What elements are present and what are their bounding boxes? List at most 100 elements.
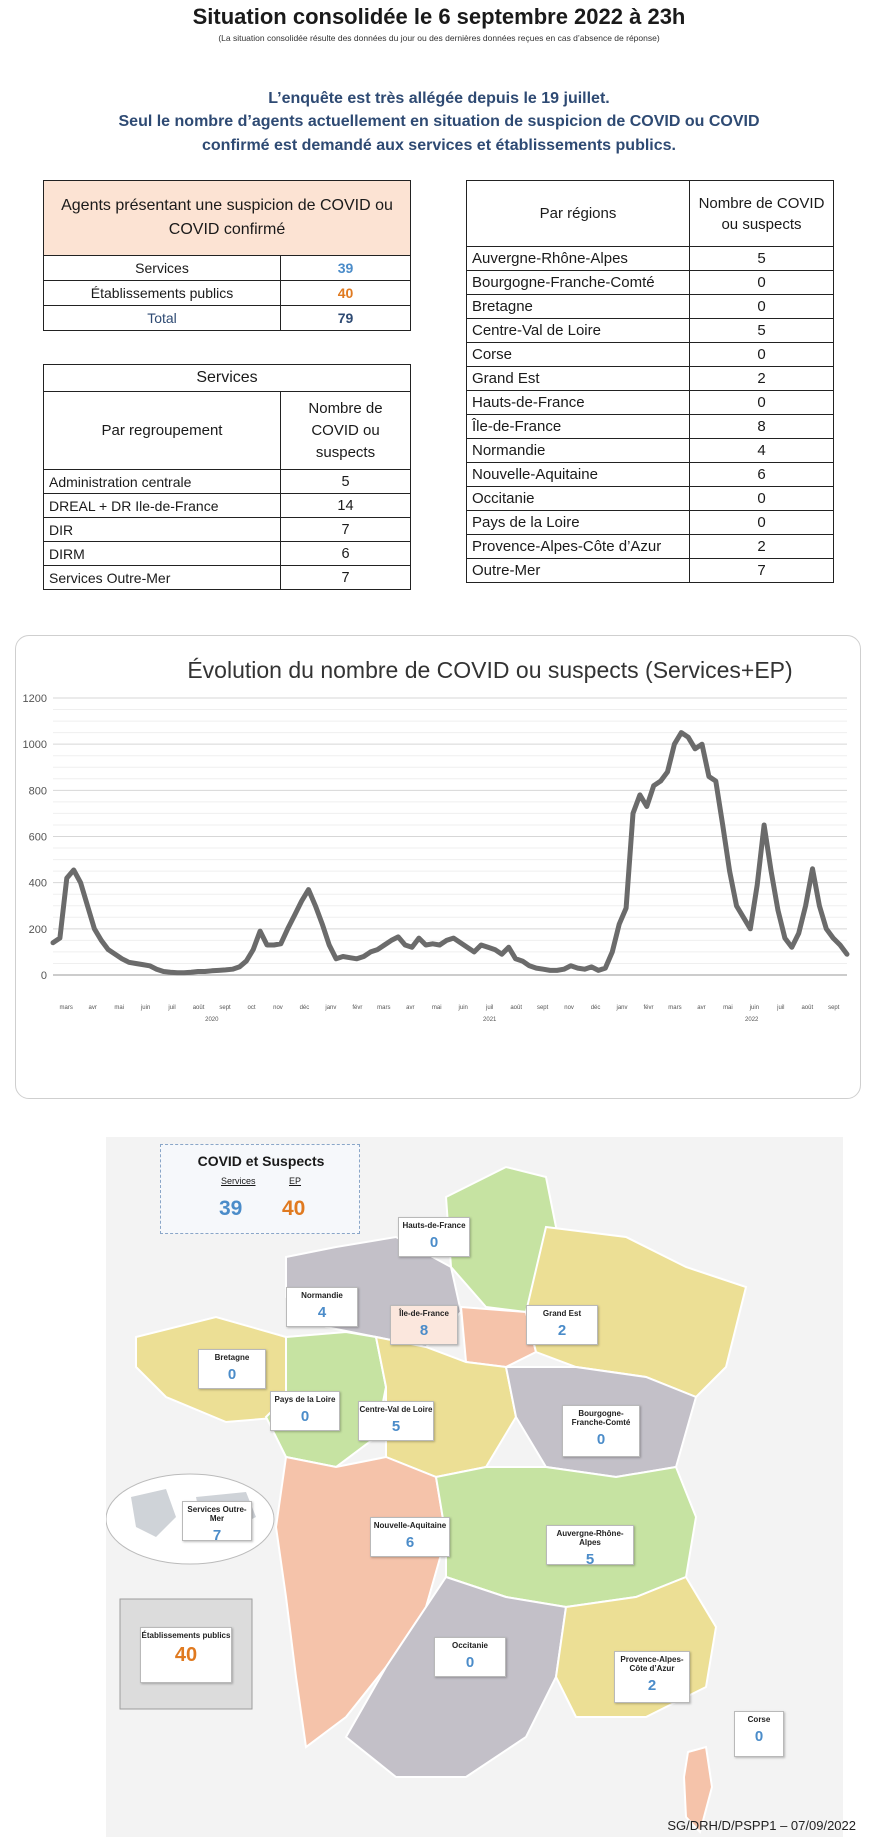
y-tick-label: 1200 [23, 693, 47, 705]
region-row-label: Hauts-de-France [466, 390, 690, 415]
services-row-label: DIR [43, 517, 281, 542]
services-row-label: DREAL + DR Ile-de-France [43, 493, 281, 518]
region-row: Occitanie 0 [466, 486, 834, 511]
map-label-value: 0 [754, 1728, 764, 1745]
x-month-label: avr [697, 1005, 705, 1011]
map-label-auvergne-rhone-alpes: Auvergne-Rhône-Alpes 5 [546, 1525, 634, 1568]
x-month-label: juin [140, 1005, 150, 1011]
region-row-label: Nouvelle-Aquitaine [466, 462, 690, 487]
map-label-value: 5 [391, 1418, 401, 1435]
map-label-name: Auvergne-Rhône-Alpes [556, 1529, 624, 1547]
x-month-label: nov [564, 1005, 574, 1011]
services-col-header-group: Par regroupement [43, 391, 281, 470]
series-line [50, 730, 850, 976]
page-subtitle: (La situation consolidée résulte des don… [218, 33, 660, 43]
x-month-label: juin [749, 1005, 759, 1011]
notice-line-2: Seul le nombre d’agents actuellement en … [118, 113, 760, 130]
region-row-value: 0 [689, 486, 834, 511]
summary-table: Agents présentant une suspicion de COVID… [43, 180, 411, 331]
x-month-label: janv [616, 1005, 628, 1011]
services-caption: Services [43, 364, 411, 392]
map-label-corse: Corse 0 [734, 1711, 784, 1757]
summary-value-ep: 40 [280, 280, 411, 306]
chart-title: Évolution du nombre de COVID ou suspects… [187, 657, 793, 683]
regions-col-header-count: Nombre de COVID ou suspects [689, 180, 834, 247]
france-map: Hauts-de-France 0 Normandie 4 Île-de-Fra… [105, 1137, 843, 1837]
map-label-name: Bourgogne-Franche-Comté [571, 1409, 631, 1427]
services-row-label: Administration centrale [43, 469, 281, 494]
y-tick-label: 800 [29, 785, 47, 797]
summary-label-total: Total [43, 305, 281, 331]
map-label-services-outre-mer: Services Outre-Mer 7 [182, 1501, 252, 1544]
summary-label-ep: Établissements publics [43, 280, 281, 306]
region-row-value: 0 [689, 294, 834, 319]
legend-ep-value: 40 [282, 1197, 306, 1220]
x-month-label: juil [485, 1005, 493, 1011]
chart-panel [15, 635, 861, 1099]
region-row-value: 0 [689, 510, 834, 535]
map-label-grand-est: Grand Est 2 [526, 1305, 598, 1345]
legend-services-label: Services [221, 1176, 256, 1186]
map-label-name: Corse [747, 1715, 771, 1724]
map-label-etablissements-publics: Établissements publics 40 [140, 1627, 232, 1683]
region-row-label: Centre-Val de Loire [466, 318, 690, 343]
x-month-label: sept [219, 1005, 231, 1011]
region-row: Île-de-France 8 [466, 414, 834, 439]
map-label-name: Hauts-de-France [402, 1221, 466, 1230]
map-label-value: 2 [557, 1322, 567, 1339]
map-label-ile-de-france: Île-de-France 8 [390, 1305, 458, 1345]
region-row-value: 0 [689, 270, 834, 295]
x-month-label: mars [60, 1005, 73, 1011]
x-month-label: janv [324, 1005, 336, 1011]
services-col-header-count: Nombre de COVID ou suspects [280, 391, 411, 470]
map-label-value: 0 [429, 1234, 439, 1251]
region-row-value: 7 [689, 558, 834, 583]
x-month-label: mai [432, 1005, 442, 1011]
region-row-value: 8 [689, 414, 834, 439]
map-label-value: 0 [227, 1366, 237, 1383]
x-month-label: févr [352, 1005, 362, 1011]
x-month-label: mars [377, 1005, 390, 1011]
map-label-name: Occitanie [451, 1641, 488, 1650]
x-month-label: oct [247, 1005, 255, 1011]
map-legend: COVID et Suspects Services EP 39 40 [160, 1144, 360, 1234]
summary-value-total: 79 [280, 305, 411, 331]
map-label-name: Services Outre-Mer [187, 1505, 247, 1523]
map-label-value: 0 [300, 1408, 310, 1425]
region-row: Provence-Alpes-Côte d’Azur 2 [466, 534, 834, 559]
summary-label-services: Services [43, 255, 281, 281]
y-tick-label: 400 [29, 878, 47, 890]
region-row-value: 0 [689, 390, 834, 415]
services-row-label: DIRM [43, 541, 281, 566]
map-shapes [105, 1165, 748, 1835]
map-label-hauts-de-france: Hauts-de-France 0 [398, 1217, 470, 1257]
region-row: Nouvelle-Aquitaine 6 [466, 462, 834, 487]
region-row-label: Outre-Mer [466, 558, 690, 583]
x-month-label: sept [537, 1005, 549, 1011]
services-table: Services Par regroupement Nombre de COVI… [43, 364, 411, 590]
region-row-value: 0 [689, 342, 834, 367]
region-row-value: 4 [689, 438, 834, 463]
region-row-value: 2 [689, 366, 834, 391]
x-year-label: 2021 [483, 1017, 497, 1023]
map-label-value: 4 [317, 1304, 327, 1321]
map-label-value: 40 [174, 1644, 198, 1666]
map-label-name: Provence-Alpes-Côte d’Azur [620, 1655, 684, 1673]
region-row: Outre-Mer 7 [466, 558, 834, 583]
region-row-label: Normandie [466, 438, 690, 463]
region-row-label: Île-de-France [466, 414, 690, 439]
region-row-label: Pays de la Loire [466, 510, 690, 535]
map-label-value: 2 [647, 1677, 657, 1694]
map-label-name: Grand Est [542, 1309, 582, 1318]
region-row: Pays de la Loire 0 [466, 510, 834, 535]
map-label-pays-de-la-loire: Pays de la Loire 0 [270, 1391, 340, 1431]
map-label-name: Bretagne [214, 1353, 250, 1362]
map-label-name: Pays de la Loire [274, 1395, 336, 1404]
x-month-label: déc [300, 1005, 310, 1011]
map-label-value: 0 [596, 1431, 606, 1448]
region-shape-ile-de-france [459, 1305, 538, 1369]
map-label-normandie: Normandie 4 [286, 1287, 358, 1327]
services-row-value: 7 [280, 517, 411, 542]
map-label-bretagne: Bretagne 0 [198, 1349, 266, 1389]
legend-services-value: 39 [219, 1197, 243, 1220]
